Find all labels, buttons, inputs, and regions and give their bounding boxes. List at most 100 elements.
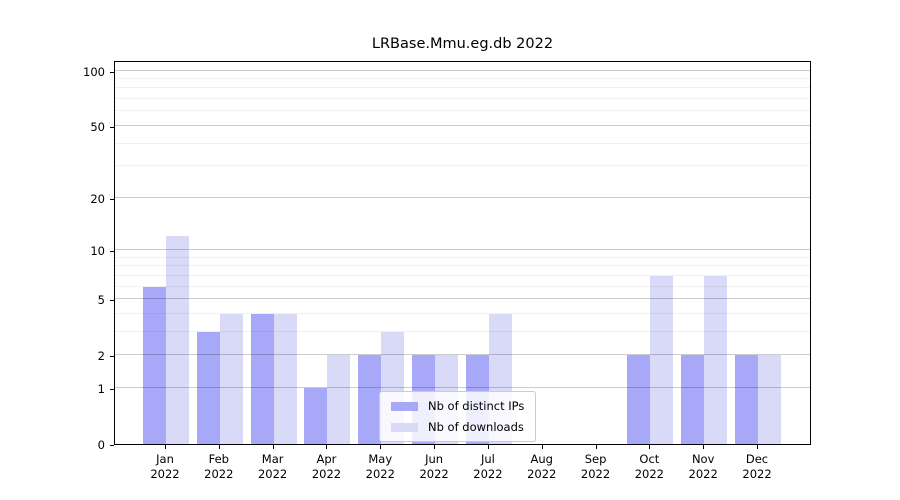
x-tick-year: 2022: [742, 467, 772, 481]
x-tick-mark: [703, 445, 705, 449]
x-tick-mark: [218, 445, 220, 449]
gridline-major: [115, 248, 810, 250]
y-tick-label: 1: [97, 381, 105, 396]
y-tick-label: 20: [90, 191, 105, 206]
gridline-minor: [115, 87, 810, 89]
y-tick-mark: [110, 300, 114, 301]
bar: [219, 313, 243, 444]
x-tick-year: 2022: [688, 467, 718, 481]
x-tick-mark: [434, 445, 436, 449]
bar: [704, 275, 728, 444]
y-tick-mark: [110, 126, 114, 128]
y-tick-mark: [110, 250, 114, 252]
y-tick-label: 10: [90, 243, 105, 258]
x-tick-mark: [757, 445, 759, 449]
gridline-minor: [115, 256, 810, 258]
gridline-minor: [115, 165, 810, 167]
gridline-minor: [115, 330, 810, 332]
x-tick-mark: [380, 445, 382, 449]
gridline-minor: [115, 285, 810, 287]
x-tick-mark: [165, 445, 166, 449]
bar: [327, 355, 351, 444]
legend-label: Nb of distinct IPs: [428, 399, 525, 413]
x-tick-year: 2022: [257, 467, 288, 481]
x-tick-year: 2022: [634, 467, 665, 481]
x-tick-mark: [541, 445, 543, 449]
bar: [250, 313, 274, 444]
x-tick-label: Jun 2022: [408, 452, 460, 482]
y-tick-label: 5: [97, 293, 105, 307]
y-tick-mark: [110, 71, 114, 73]
x-tick-label: Feb 2022: [193, 452, 245, 482]
x-tick-label: Sep 2022: [570, 452, 622, 482]
x-tick-label: Aug 2022: [516, 452, 568, 482]
bar: [758, 355, 782, 444]
gridline-minor: [115, 98, 810, 99]
gridline-minor: [115, 265, 810, 267]
y-tick-label: 0: [97, 438, 105, 452]
x-tick-mark: [649, 445, 651, 449]
x-tick-year: 2022: [204, 467, 234, 481]
gridline-major: [115, 124, 810, 126]
legend: Nb of distinct IPs Nb of downloads: [379, 391, 537, 442]
x-tick-month: Nov: [691, 452, 715, 466]
legend-row: Nb of downloads: [391, 420, 524, 434]
x-tick-year: 2022: [527, 467, 557, 481]
y-tick-mark: [110, 445, 114, 446]
y-tick-mark: [110, 388, 114, 390]
grid-layer: [115, 62, 810, 444]
x-tick-label: Jan 2022: [139, 452, 191, 482]
y-tick-label: 100: [83, 64, 105, 79]
legend-row: Nb of distinct IPs: [391, 399, 524, 413]
bar: [273, 313, 297, 444]
bar: [650, 275, 674, 444]
gridline-minor: [115, 274, 810, 276]
x-tick-month: Dec: [745, 452, 769, 466]
x-tick-label: Apr 2022: [300, 452, 352, 482]
gridline-minor: [115, 142, 810, 144]
bar: [627, 355, 651, 444]
bar: [304, 387, 328, 444]
bar: [166, 236, 189, 444]
x-tick-year: 2022: [365, 467, 395, 481]
gridline-minor: [115, 77, 810, 79]
y-tick-label: 50: [90, 119, 105, 134]
gridline-minor: [115, 110, 810, 112]
x-tick-year: 2022: [473, 467, 503, 481]
y-tick-mark: [110, 198, 114, 200]
x-tick-month: Feb: [208, 452, 229, 466]
x-tick-month: Mar: [261, 452, 284, 466]
x-tick-month: Aug: [530, 452, 553, 466]
x-tick-year: 2022: [580, 467, 611, 481]
gridline-major: [115, 354, 810, 356]
x-tick-month: Jan: [156, 452, 174, 466]
legend-label: Nb of downloads: [428, 420, 524, 434]
x-tick-mark: [272, 445, 274, 449]
x-tick-label: Mar 2022: [247, 452, 299, 482]
plot-area: Nb of distinct IPs Nb of downloads: [114, 61, 811, 445]
bars-layer: [115, 62, 810, 444]
bar: [196, 331, 220, 444]
gridline-major: [115, 69, 810, 71]
x-tick-month: May: [368, 452, 393, 466]
x-tick-month: Jul: [480, 452, 495, 466]
x-tick-label: Nov 2022: [677, 452, 729, 482]
x-tick-month: Sep: [584, 452, 607, 466]
x-tick-mark: [487, 445, 489, 449]
x-tick-month: Oct: [639, 452, 660, 466]
x-tick-label: Oct 2022: [623, 452, 675, 482]
x-tick-label: Dec 2022: [731, 452, 783, 482]
bar: [735, 355, 759, 444]
x-tick-month: Apr: [316, 452, 337, 466]
legend-swatch: [391, 401, 418, 411]
gridline-minor: [115, 312, 810, 314]
bar: [358, 355, 382, 444]
bar: [143, 286, 166, 444]
x-tick-mark: [326, 445, 328, 449]
x-tick-mark: [595, 445, 597, 449]
chart-title: LRBase.Mmu.eg.db 2022: [371, 36, 554, 52]
x-tick-label: May 2022: [354, 452, 406, 482]
x-tick-label: Jul 2022: [462, 452, 514, 482]
x-tick-year: 2022: [150, 467, 180, 481]
